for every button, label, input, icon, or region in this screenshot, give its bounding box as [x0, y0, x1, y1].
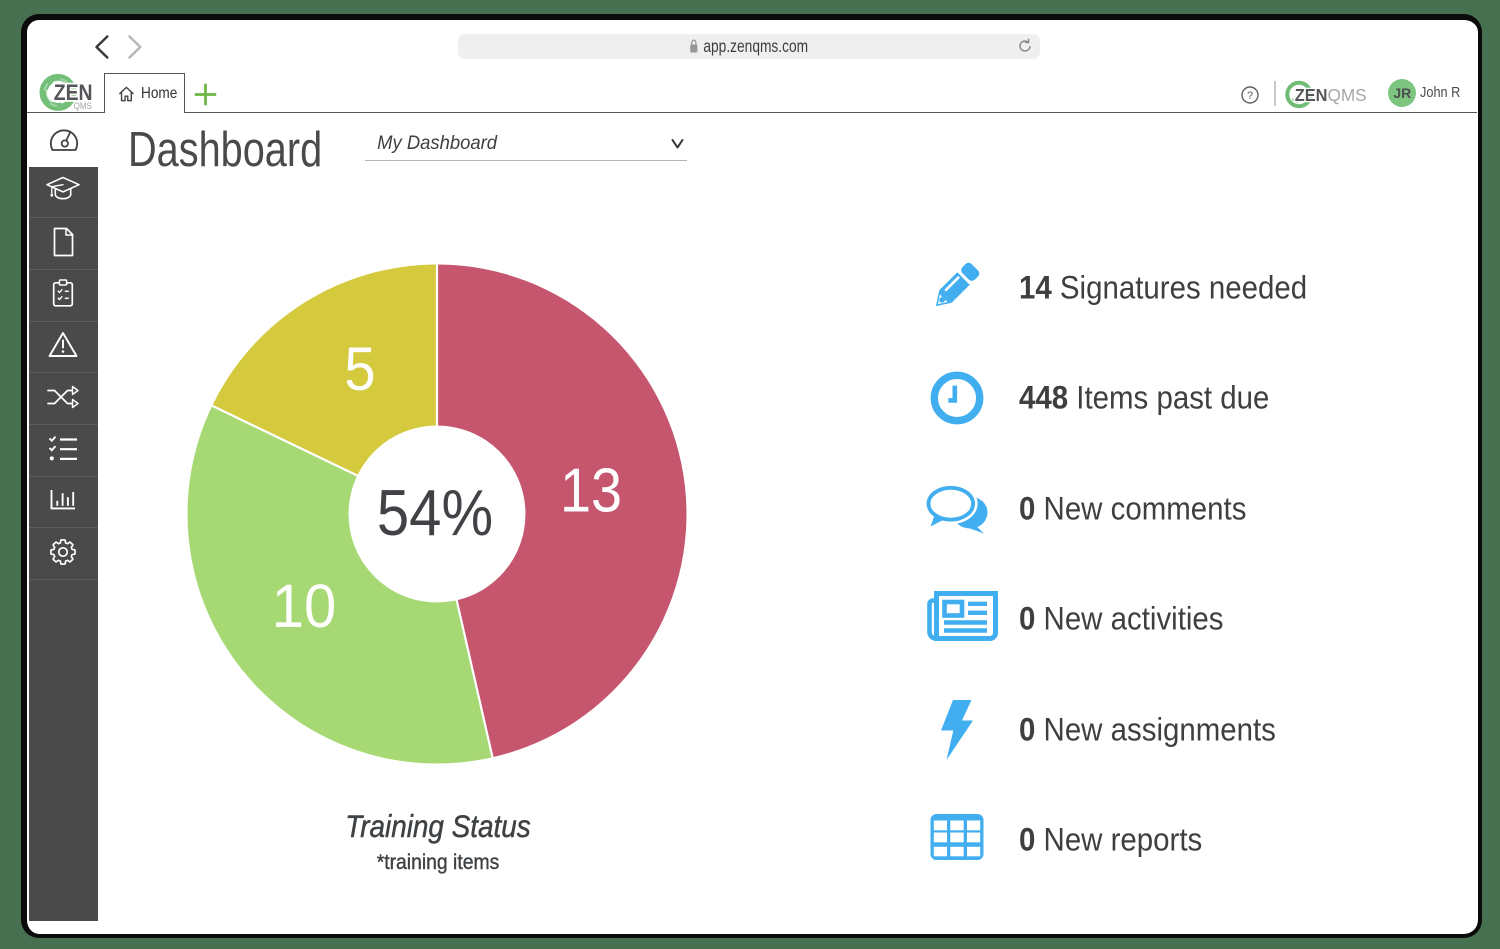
svg-text:ZEN: ZEN: [1295, 85, 1328, 104]
svg-text:?: ?: [1247, 90, 1253, 102]
svg-text:ZEN: ZEN: [54, 81, 93, 106]
svg-text:QMS: QMS: [74, 100, 92, 111]
svg-text:QMS: QMS: [1328, 85, 1367, 105]
